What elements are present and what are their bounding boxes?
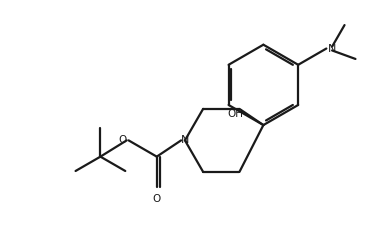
Text: O: O <box>118 135 127 145</box>
Text: N: N <box>181 135 189 145</box>
Text: OH: OH <box>228 109 244 119</box>
Text: O: O <box>152 194 161 204</box>
Text: N: N <box>328 43 336 54</box>
